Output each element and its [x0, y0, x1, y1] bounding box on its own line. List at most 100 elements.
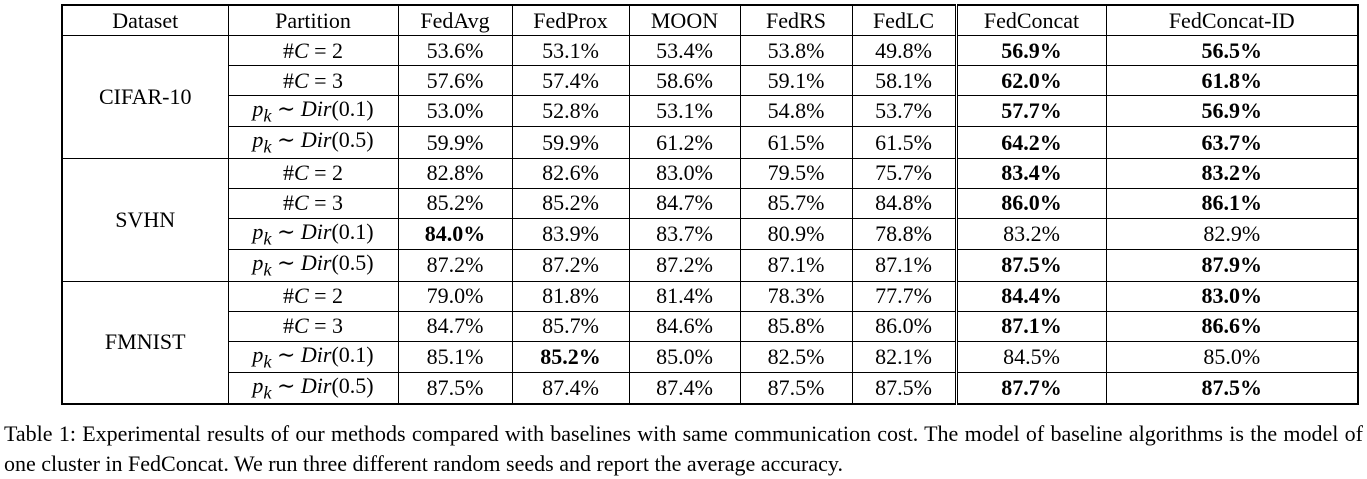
value-cell: 61.5% [739, 126, 853, 159]
value-cell: 58.1% [851, 65, 957, 96]
value-cell: 86.0% [851, 310, 957, 342]
value-cell: 56.9% [954, 35, 1107, 66]
value-cell: 86.1% [1105, 187, 1359, 219]
value-cell: 82.1% [851, 340, 957, 373]
value-cell: 81.8% [511, 280, 630, 312]
value-cell: 87.2% [511, 249, 630, 282]
value-cell: 84.4% [954, 280, 1107, 312]
value-cell: 85.7% [739, 187, 853, 219]
value-cell: 53.6% [397, 35, 513, 66]
partition-cell: pk ∼ Dir(0.5) [227, 126, 399, 159]
partition-cell: pk ∼ Dir(0.5) [227, 371, 399, 405]
value-cell: 87.5% [739, 371, 853, 405]
value-cell: 63.7% [1105, 126, 1359, 159]
partition-cell: #C = 2 [227, 157, 399, 189]
value-cell: 86.0% [954, 187, 1107, 219]
partition-cell: pk ∼ Dir(0.1) [227, 94, 399, 128]
value-cell: 85.1% [397, 340, 513, 373]
partition-cell: #C = 2 [227, 280, 399, 312]
value-cell: 82.5% [739, 340, 853, 373]
dataset-cell: SVHN [61, 157, 229, 282]
value-cell: 85.2% [511, 340, 630, 373]
column-header: FedProx [511, 4, 630, 36]
value-cell: 61.5% [851, 126, 957, 159]
partition-cell: #C = 3 [227, 65, 399, 96]
value-cell: 85.0% [628, 340, 741, 373]
dataset-cell: FMNIST [61, 280, 229, 405]
value-cell: 84.6% [628, 310, 741, 342]
value-cell: 84.0% [397, 217, 513, 251]
column-header: FedAvg [397, 4, 513, 36]
value-cell: 53.1% [511, 35, 630, 66]
value-cell: 84.8% [851, 187, 957, 219]
value-cell: 61.2% [628, 126, 741, 159]
table-row: #C = 3 85.2% 85.2% 84.7% 85.7% 84.8% 86.0% 86.1… [62, 187, 1359, 219]
value-cell: 84.7% [628, 187, 741, 219]
value-cell: 83.0% [628, 157, 741, 189]
table-row: CIFAR-10 #C = 2 53.6% 53.1% 53.4% 53.8% 49.8% 5… [61, 35, 1359, 159]
table-row: pk ∼ Dir(0.5) 59.9% 59.9% 61.2% 61.5% 61.5% 64… [62, 126, 1359, 159]
value-cell: 77.7% [851, 280, 957, 312]
value-cell: 84.5% [954, 340, 1107, 373]
column-header: FedLC [851, 4, 957, 36]
value-cell: 87.9% [1105, 249, 1359, 282]
value-cell: 59.9% [397, 126, 513, 159]
results-table: Dataset Partition FedAvg FedProx MOON FedRS Fe… [61, 4, 1359, 406]
value-cell: 87.5% [397, 371, 513, 405]
partition-cell: #C = 2 [227, 35, 399, 66]
column-header: MOON [628, 4, 741, 36]
value-cell: 81.4% [628, 280, 741, 312]
value-cell: 83.2% [954, 217, 1107, 251]
value-cell: 78.8% [851, 217, 957, 251]
value-cell: 52.8% [511, 94, 630, 128]
value-cell: 85.7% [511, 310, 630, 342]
value-cell: 64.2% [954, 126, 1107, 159]
table-header-row: Dataset Partition FedAvg FedProx MOON FedRS Fe… [61, 4, 1359, 36]
value-cell: 75.7% [851, 157, 957, 189]
value-cell: 61.8% [1105, 65, 1359, 96]
value-cell: 78.3% [739, 280, 853, 312]
value-cell: 57.7% [954, 94, 1107, 128]
table-row: FMNIST #C = 2 79.0% 81.8% 81.4% 78.3% 77.7% 84.… [61, 280, 1359, 405]
partition-cell: #C = 3 [227, 187, 399, 219]
table-row: #C = 3 84.7% 85.7% 84.6% 85.8% 86.0% 87.1% 86.6… [62, 310, 1359, 342]
value-cell: 83.9% [511, 217, 630, 251]
value-cell: 83.0% [1105, 280, 1359, 312]
value-cell: 85.8% [739, 310, 853, 342]
value-cell: 86.6% [1105, 310, 1359, 342]
value-cell: 80.9% [739, 217, 853, 251]
partition-cell: pk ∼ Dir(0.5) [227, 249, 399, 282]
table-row: #C = 3 57.6% 57.4% 58.6% 59.1% 58.1% 62.0% 61.8… [62, 65, 1359, 96]
table-row: SVHN #C = 2 82.8% 82.6% 83.0% 79.5% 75.7% 83.4%… [61, 157, 1359, 282]
value-cell: 56.9% [1105, 94, 1359, 128]
value-cell: 79.0% [397, 280, 513, 312]
column-header: Partition [227, 4, 399, 36]
value-cell: 49.8% [851, 35, 957, 66]
column-header: Dataset [61, 4, 229, 36]
value-cell: 53.0% [397, 94, 513, 128]
table-row: pk ∼ Dir(0.1) 85.1% 85.2% 85.0% 82.5% 82.1% 84… [62, 340, 1359, 373]
value-cell: 59.9% [511, 126, 630, 159]
value-cell: 82.9% [1105, 217, 1359, 251]
value-cell: 87.5% [851, 371, 957, 405]
value-cell: 53.7% [851, 94, 957, 128]
value-cell: 54.8% [739, 94, 853, 128]
value-cell: 83.4% [954, 157, 1107, 189]
partition-cell: pk ∼ Dir(0.1) [227, 217, 399, 251]
value-cell: 53.8% [739, 35, 853, 66]
table-body: CIFAR-10 #C = 2 53.6% 53.1% 53.4% 53.8% 49.8% 5… [61, 35, 1359, 405]
value-cell: 84.7% [397, 310, 513, 342]
value-cell: 87.2% [628, 249, 741, 282]
dataset-cell: CIFAR-10 [61, 35, 229, 159]
table-row: pk ∼ Dir(0.1) 84.0% 83.9% 83.7% 80.9% 78.8% 83… [62, 217, 1359, 251]
value-cell: 79.5% [739, 157, 853, 189]
value-cell: 87.2% [397, 249, 513, 282]
value-cell: 56.5% [1105, 35, 1359, 66]
column-header: FedRS [739, 4, 853, 36]
table-head: Dataset Partition FedAvg FedProx MOON FedRS Fe… [61, 4, 1359, 36]
value-cell: 82.6% [511, 157, 630, 189]
column-header: FedConcat-ID [1105, 4, 1359, 36]
value-cell: 87.7% [954, 371, 1107, 405]
value-cell: 87.1% [851, 249, 957, 282]
